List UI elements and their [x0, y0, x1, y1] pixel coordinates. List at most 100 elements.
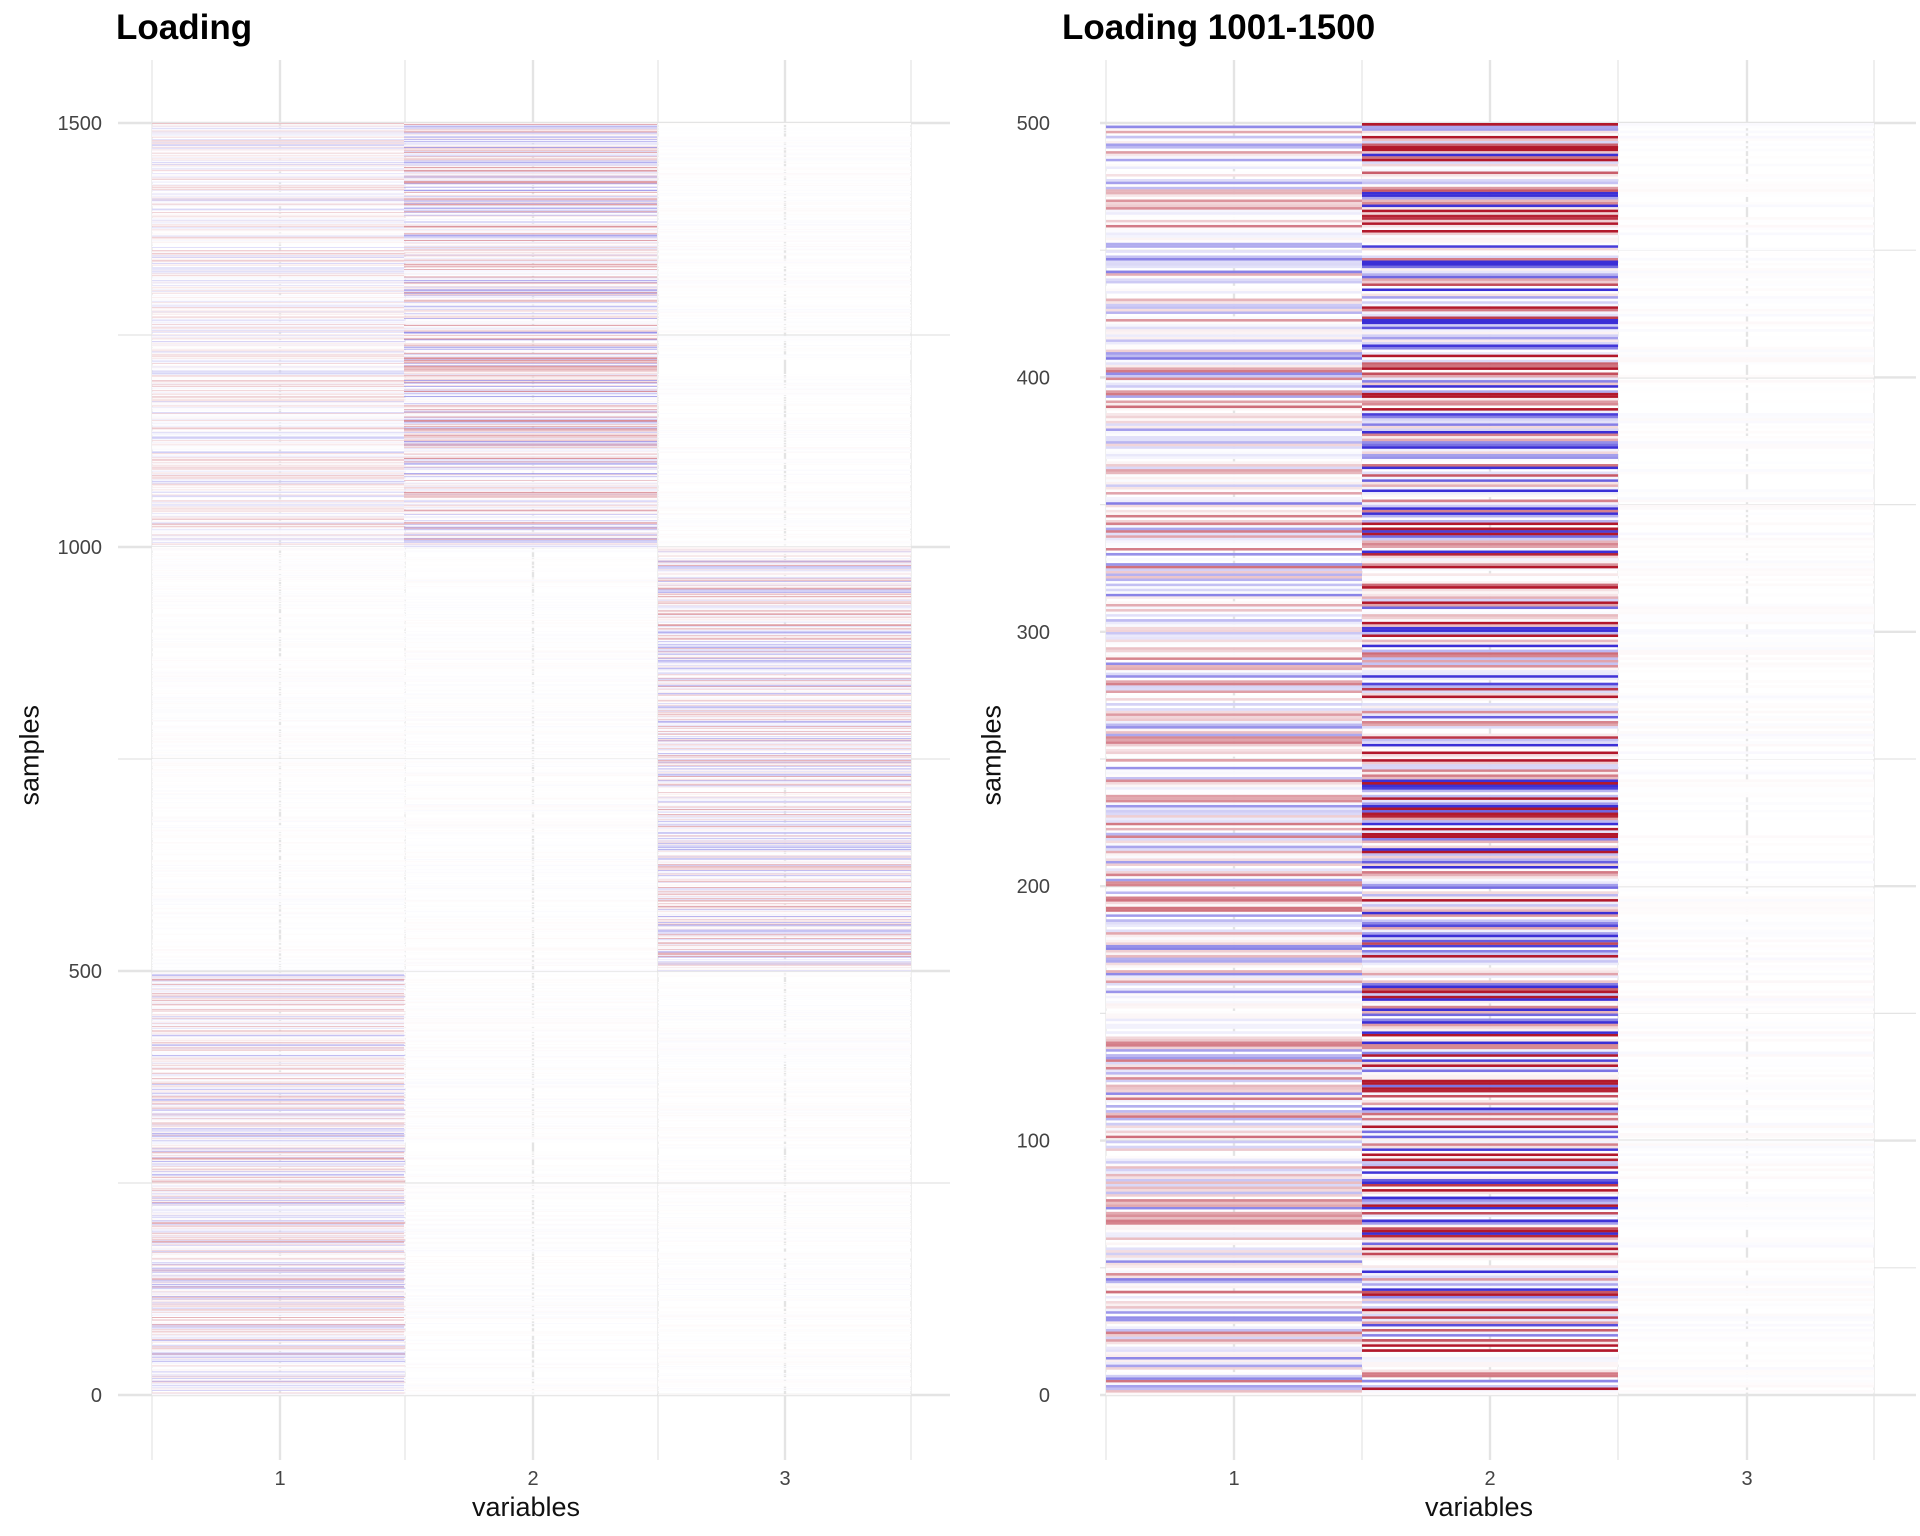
heatmap-cell — [152, 341, 405, 343]
heatmap-cell — [152, 743, 405, 745]
heatmap-cell — [152, 1286, 405, 1288]
heatmap-cell — [404, 197, 657, 199]
heatmap-cell — [152, 1186, 405, 1188]
heatmap-cell — [658, 923, 911, 925]
heatmap-cell — [152, 1010, 405, 1012]
heatmap-cell — [658, 646, 911, 648]
heatmap-cell — [152, 1201, 405, 1203]
heatmap-cell — [1106, 530, 1362, 533]
heatmap-cell — [1362, 855, 1618, 859]
heatmap-cell — [404, 167, 657, 169]
heatmap-cell — [404, 892, 657, 894]
heatmap-cell — [404, 811, 657, 813]
heatmap-cell — [1618, 1097, 1874, 1101]
heatmap-cell — [658, 1232, 911, 1234]
heatmap-cell — [404, 394, 657, 396]
heatmap-cell — [404, 1194, 657, 1196]
heatmap-cell — [152, 1010, 405, 1012]
heatmap-cell — [1106, 1364, 1362, 1368]
heatmap-cell — [1362, 677, 1618, 681]
heatmap-cell — [658, 702, 911, 704]
heatmap-cell — [658, 308, 911, 310]
heatmap-cell — [1106, 374, 1362, 378]
heatmap-cell — [404, 1312, 657, 1314]
heatmap-cell — [404, 370, 657, 372]
heatmap-cell — [1362, 558, 1618, 561]
heatmap-cell — [152, 807, 405, 809]
heatmap-cell — [152, 1023, 405, 1025]
heatmap-cell — [658, 1185, 911, 1187]
heatmap-cell — [152, 514, 405, 516]
heatmap-cell — [152, 400, 405, 402]
heatmap-cell — [658, 592, 911, 594]
heatmap-cell — [1106, 792, 1362, 795]
heatmap-cell — [658, 808, 911, 810]
heatmap-cell — [658, 626, 911, 628]
heatmap-cell — [1618, 1059, 1874, 1062]
heatmap-cell — [658, 617, 911, 619]
heatmap-cell — [658, 901, 911, 903]
heatmap-cell — [658, 374, 911, 376]
heatmap-cell — [658, 823, 911, 825]
heatmap-cell — [404, 276, 657, 278]
heatmap-cell — [658, 858, 911, 860]
heatmap-cell — [404, 457, 657, 459]
heatmap-cell — [404, 268, 657, 270]
heatmap-cell — [1106, 728, 1362, 732]
heatmap-cell — [404, 820, 657, 822]
heatmap-cell — [1618, 1112, 1874, 1116]
heatmap-cell — [152, 748, 405, 750]
heatmap-cell — [152, 806, 405, 808]
heatmap-cell — [152, 1222, 405, 1224]
heatmap-cell — [152, 1231, 405, 1233]
heatmap-cell — [1362, 1059, 1618, 1062]
heatmap-cell — [152, 798, 405, 800]
heatmap-cell — [1106, 463, 1362, 467]
heatmap-cell — [152, 588, 405, 590]
heatmap-cell — [1106, 1237, 1362, 1240]
heatmap-cell — [404, 1153, 657, 1155]
heatmap-cell — [404, 1243, 657, 1245]
heatmap-cell — [404, 762, 657, 764]
heatmap-cell — [152, 1160, 405, 1162]
heatmap-cell — [1618, 1196, 1874, 1200]
heatmap-cell — [658, 585, 911, 587]
heatmap-cell — [152, 430, 405, 432]
heatmap-cell — [152, 303, 405, 305]
heatmap-cell — [658, 1137, 911, 1139]
heatmap-cell — [152, 1019, 405, 1021]
heatmap-cell — [152, 228, 405, 230]
heatmap-cell — [1362, 901, 1618, 905]
heatmap-cell — [1362, 937, 1618, 940]
heatmap-cell — [152, 1119, 405, 1121]
heatmap-cell — [152, 367, 405, 369]
heatmap-cell — [658, 1297, 911, 1299]
heatmap-cell — [1362, 1135, 1618, 1139]
heatmap-cell — [404, 1389, 657, 1391]
heatmap-cell — [404, 1019, 657, 1021]
heatmap-cell — [1362, 532, 1618, 536]
heatmap-cell — [658, 618, 911, 620]
heatmap-cell — [152, 1059, 405, 1061]
heatmap-cell — [1362, 173, 1618, 177]
heatmap-cell — [152, 351, 405, 353]
heatmap-cell — [404, 223, 657, 225]
heatmap-cell — [1362, 733, 1618, 737]
heatmap-cell — [404, 1098, 657, 1100]
heatmap-cell — [658, 357, 911, 359]
heatmap-cell — [152, 459, 405, 461]
heatmap-cell — [152, 259, 405, 261]
heatmap-cell — [404, 279, 657, 281]
heatmap-cell — [658, 258, 911, 260]
heatmap-cell — [404, 1072, 657, 1074]
heatmap-cell — [152, 474, 405, 476]
heatmap-cell — [152, 793, 405, 795]
heatmap-cell — [152, 1143, 405, 1145]
heatmap-cell — [1362, 881, 1618, 884]
heatmap-cell — [152, 381, 405, 383]
heatmap-cell — [1618, 573, 1874, 576]
heatmap-cell — [1362, 214, 1618, 218]
heatmap-cell — [658, 648, 911, 650]
heatmap-cell — [1106, 1204, 1362, 1207]
heatmap-cell — [404, 1009, 657, 1011]
